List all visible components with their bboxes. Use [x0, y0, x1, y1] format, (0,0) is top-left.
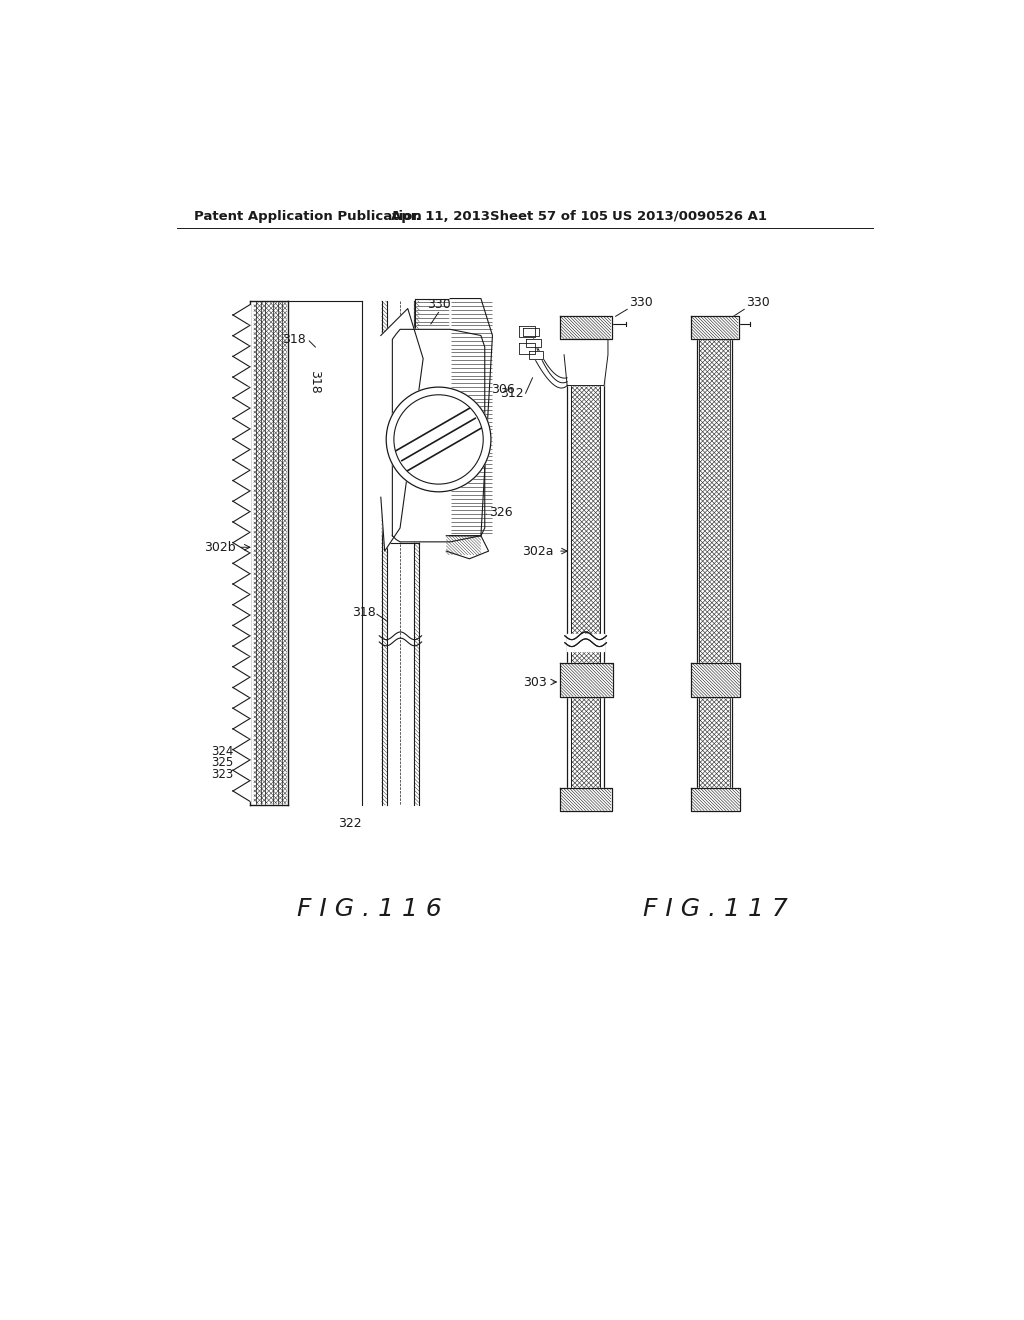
Text: 322: 322	[339, 817, 362, 830]
Polygon shape	[232, 491, 250, 512]
Polygon shape	[691, 663, 740, 697]
Polygon shape	[523, 327, 539, 335]
Polygon shape	[560, 788, 611, 812]
Polygon shape	[232, 305, 250, 326]
Circle shape	[394, 395, 483, 484]
Polygon shape	[232, 718, 250, 739]
Polygon shape	[232, 615, 250, 636]
Polygon shape	[560, 317, 611, 339]
Polygon shape	[232, 429, 250, 450]
Circle shape	[386, 387, 490, 492]
Text: 302b: 302b	[204, 541, 236, 554]
Polygon shape	[519, 343, 535, 354]
Text: Patent Application Publication: Patent Application Publication	[195, 210, 422, 223]
Polygon shape	[232, 532, 250, 553]
Polygon shape	[392, 330, 484, 543]
Polygon shape	[232, 326, 250, 346]
Polygon shape	[250, 301, 289, 805]
Text: F I G . 1 1 7: F I G . 1 1 7	[643, 898, 788, 921]
Polygon shape	[451, 298, 493, 536]
Polygon shape	[232, 470, 250, 491]
Text: Sheet 57 of 105: Sheet 57 of 105	[490, 210, 608, 223]
Polygon shape	[691, 317, 739, 339]
Polygon shape	[232, 450, 250, 470]
Text: 330: 330	[630, 296, 653, 309]
Text: 312: 312	[500, 387, 523, 400]
Polygon shape	[232, 553, 250, 574]
Polygon shape	[232, 346, 250, 367]
Text: 303: 303	[522, 676, 547, 689]
Text: 330: 330	[427, 298, 451, 312]
Polygon shape	[519, 326, 535, 337]
Text: 318: 318	[283, 333, 306, 346]
Polygon shape	[526, 339, 541, 347]
Polygon shape	[232, 367, 250, 388]
Text: 306: 306	[490, 383, 515, 396]
Polygon shape	[232, 388, 250, 408]
Polygon shape	[232, 636, 250, 656]
Polygon shape	[232, 656, 250, 677]
Polygon shape	[232, 698, 250, 718]
Polygon shape	[529, 351, 544, 359]
Text: 318: 318	[351, 606, 376, 619]
Text: 326: 326	[488, 506, 512, 519]
Text: 318: 318	[307, 370, 321, 393]
Polygon shape	[232, 594, 250, 615]
Polygon shape	[560, 663, 613, 697]
Polygon shape	[232, 739, 250, 760]
Polygon shape	[446, 536, 488, 558]
Polygon shape	[232, 780, 250, 801]
Polygon shape	[232, 574, 250, 594]
Text: US 2013/0090526 A1: US 2013/0090526 A1	[611, 210, 767, 223]
Polygon shape	[381, 301, 420, 805]
Polygon shape	[381, 309, 423, 552]
Text: 302a: 302a	[522, 545, 554, 557]
Polygon shape	[696, 321, 732, 812]
Polygon shape	[232, 760, 250, 780]
Polygon shape	[567, 321, 604, 812]
Polygon shape	[416, 298, 451, 331]
Text: Apr. 11, 2013: Apr. 11, 2013	[391, 210, 489, 223]
Text: 330: 330	[746, 296, 770, 309]
Text: 324: 324	[211, 744, 233, 758]
Polygon shape	[392, 335, 484, 540]
Polygon shape	[232, 512, 250, 532]
Text: 323: 323	[212, 768, 233, 781]
Polygon shape	[232, 408, 250, 429]
Text: 325: 325	[212, 756, 233, 770]
Polygon shape	[564, 339, 608, 385]
Text: F I G . 1 1 6: F I G . 1 1 6	[297, 898, 441, 921]
Polygon shape	[232, 677, 250, 698]
Polygon shape	[691, 788, 740, 812]
Polygon shape	[567, 635, 604, 651]
